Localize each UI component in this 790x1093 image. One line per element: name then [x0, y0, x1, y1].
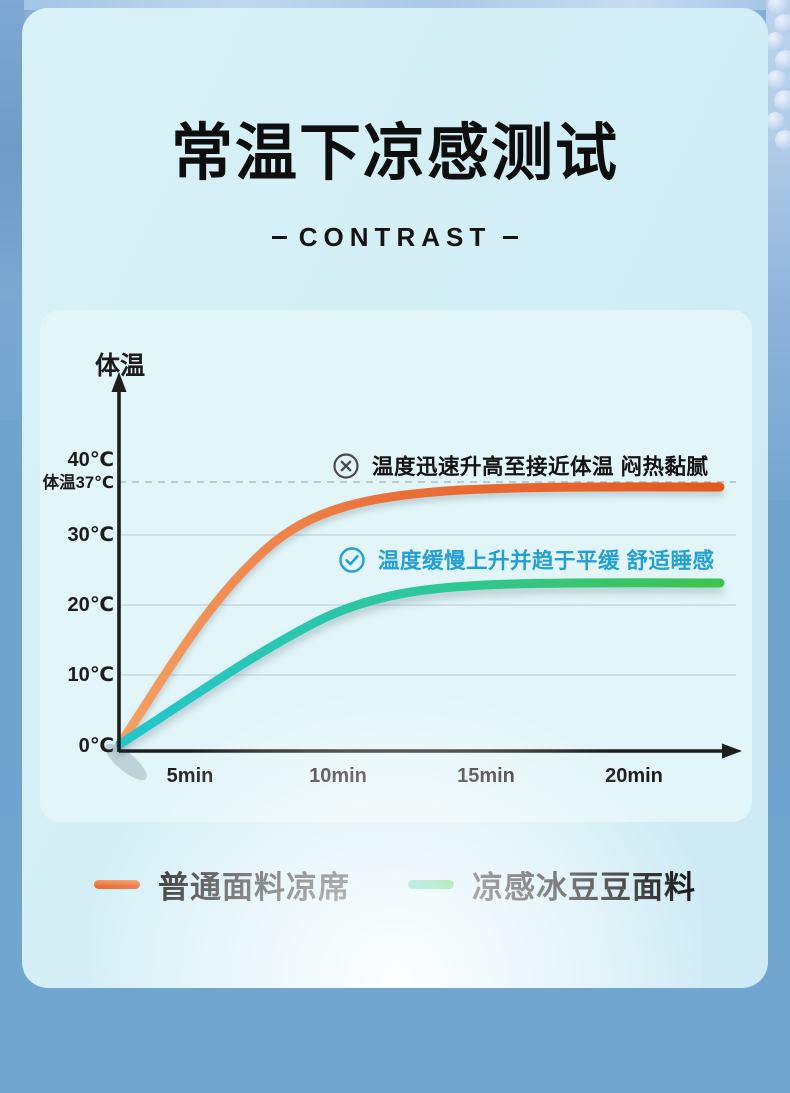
- annotation-ordinary-fabric: 温度迅速升高至接近体温 闷热黏腻: [332, 450, 708, 481]
- subtitle-right-dash: [503, 236, 519, 239]
- page-title: 常温下凉感测试: [170, 119, 619, 188]
- ytick-0: 0℃: [78, 735, 114, 757]
- annotation-cooling-fabric: 温度缓慢上升并趋于平缓 舒适睡感: [338, 544, 714, 575]
- xtick-15min: 15min: [457, 765, 515, 787]
- legend-item-cooling-fabric: 凉感冰豆豆面料: [408, 862, 696, 907]
- y-axis-arrow-icon: [111, 372, 127, 392]
- subtitle-left-dash: [271, 236, 287, 239]
- y-axis-title: 体温: [95, 352, 146, 380]
- ytick-40: 40℃: [67, 449, 114, 471]
- green-line-swatch-icon: [408, 879, 454, 889]
- ytick-10: 10℃: [67, 664, 114, 686]
- circle-check-icon: [339, 546, 365, 573]
- legend-item-ordinary-fabric: 普通面料凉席: [94, 862, 350, 907]
- background-top-strip: [0, 0, 790, 10]
- legend-label-ordinary-fabric: 普通面料凉席: [158, 869, 350, 905]
- main-panel: 常温下凉感测试 CONTRAST: [22, 8, 768, 988]
- chart-legend: 普通面料凉席 凉感冰豆豆面料: [22, 860, 768, 908]
- line-chart: [105, 372, 742, 781]
- orange-line-swatch-icon: [94, 879, 140, 889]
- background-right-beads: [766, 0, 790, 500]
- legend-label-cooling-fabric: 凉感冰豆豆面料: [472, 869, 696, 905]
- series-cooling-fabric-line: [115, 578, 725, 749]
- x-axis-arrow-icon: [722, 743, 742, 759]
- ytick-30: 30℃: [67, 524, 114, 546]
- ytick-20: 20℃: [67, 594, 114, 616]
- circle-x-icon: [333, 452, 359, 479]
- page-subtitle: CONTRAST: [22, 222, 768, 253]
- series-ordinary-fabric-line: [115, 482, 725, 749]
- subtitle-text: CONTRAST: [298, 222, 492, 252]
- chart-card: 体温 40℃ 体温37℃ 30℃ 20℃ 10℃ 0℃ 5min 10min 1…: [40, 310, 752, 822]
- annotation-ordinary-fabric-text: 温度迅速升高至接近体温 闷热黏腻: [372, 455, 709, 479]
- annotation-cooling-fabric-text: 温度缓慢上升并趋于平缓 舒适睡感: [378, 549, 715, 573]
- xtick-5min: 5min: [166, 765, 214, 787]
- xtick-10min: 10min: [309, 765, 367, 787]
- ytick-37-body-temp: 体温37℃: [42, 474, 114, 492]
- xtick-20min: 20min: [605, 765, 663, 787]
- background-left-strip: [0, 0, 24, 420]
